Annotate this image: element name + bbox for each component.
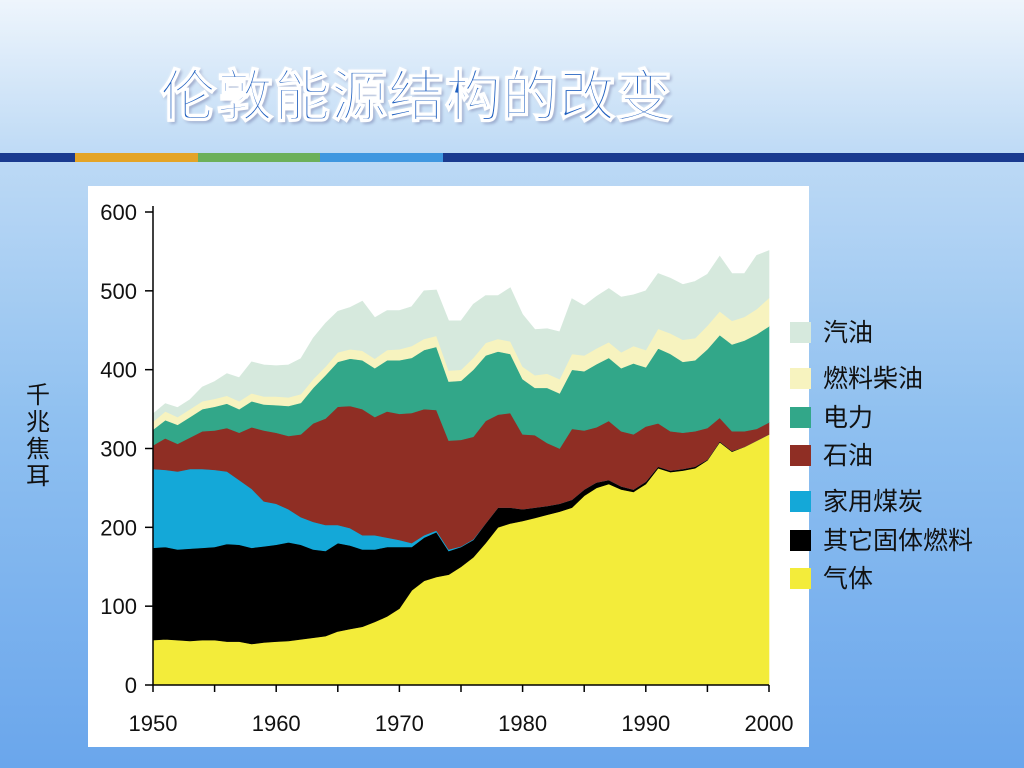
x-tick-label: 1990 (621, 711, 670, 736)
legend-swatch (790, 407, 811, 428)
x-tick-label: 1960 (252, 711, 301, 736)
x-tick-label: 1950 (129, 711, 178, 736)
y-tick-label: 300 (100, 437, 137, 462)
chart-panel: 0 100 200 300 400 500 600 1950 1960 1970 1980 1990 2… (88, 186, 809, 747)
x-tick-label: 1970 (375, 711, 424, 736)
x-tick-label: 2000 (745, 711, 794, 736)
y-tick-label: 500 (100, 279, 137, 304)
legend-label: 石油 (823, 441, 874, 470)
accent-segment-blue (320, 153, 443, 162)
slide-title: 伦敦能源结构的改变 (159, 64, 673, 131)
legend-swatch (790, 322, 811, 343)
y-tick-label: 200 (100, 515, 137, 540)
legend-swatch (790, 368, 811, 389)
legend-swatch (790, 530, 811, 551)
accent-segment-orange (75, 153, 198, 162)
accent-segment-green (198, 153, 320, 162)
legend-label: 家用煤炭 (823, 487, 924, 516)
legend-swatch (790, 445, 811, 466)
title-accent-bar (0, 153, 1024, 162)
area-series-7 (152, 250, 770, 423)
legend-label: 汽油 (823, 318, 874, 347)
y-tick-label: 400 (100, 358, 137, 383)
legend-label: 气体 (823, 564, 874, 593)
y-tick-label: 600 (100, 200, 137, 225)
x-tick-label: 1980 (498, 711, 547, 736)
legend-label: 燃料柴油 (823, 364, 924, 393)
legend-swatch (790, 568, 811, 589)
legend-swatch (790, 491, 811, 512)
y-tick-label: 0 (125, 673, 137, 698)
stacked-area-chart: 0 100 200 300 400 500 600 1950 1960 1970 1980 1990 2… (100, 200, 794, 736)
legend-label: 电力 (823, 403, 874, 432)
legend-label: 其它固体燃料 (823, 526, 974, 555)
y-tick-label: 100 (100, 594, 137, 619)
y-axis-unit-label: 千兆焦耳 (26, 381, 50, 490)
